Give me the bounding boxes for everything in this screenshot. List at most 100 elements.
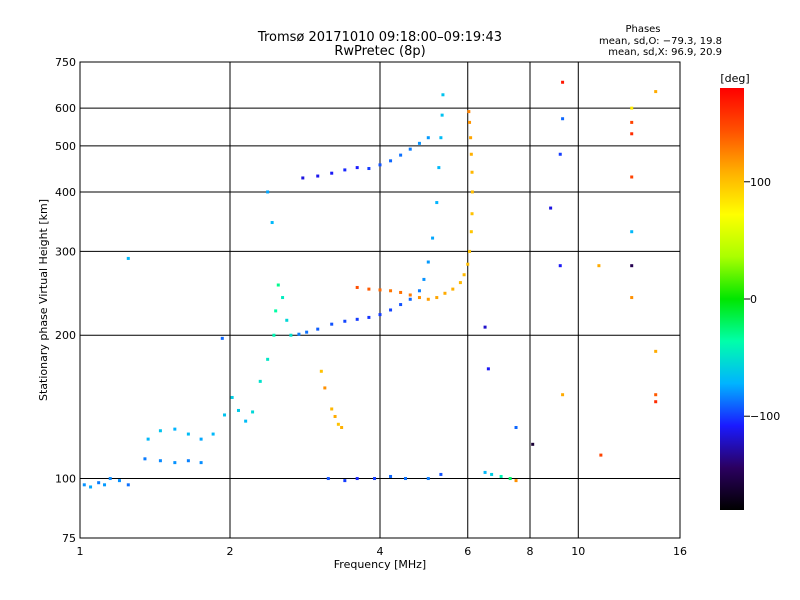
y-tick-label: 600 bbox=[55, 102, 76, 115]
y-tick-label: 400 bbox=[55, 186, 76, 199]
echo-point bbox=[230, 395, 234, 399]
echo-point bbox=[143, 457, 147, 461]
echo-point bbox=[343, 319, 347, 323]
echo-point bbox=[270, 221, 274, 225]
echo-point bbox=[343, 168, 347, 172]
echo-point bbox=[468, 120, 472, 124]
echo-point bbox=[343, 479, 347, 483]
echo-point bbox=[251, 410, 255, 414]
echo-point bbox=[355, 166, 359, 170]
y-tick-label: 100 bbox=[55, 473, 76, 486]
echo-point bbox=[173, 427, 177, 431]
echo-point bbox=[549, 206, 553, 210]
echo-point bbox=[333, 414, 337, 418]
echo-point bbox=[469, 230, 473, 234]
echo-point bbox=[435, 201, 439, 205]
x-tick-label: 8 bbox=[527, 545, 534, 558]
echo-point bbox=[373, 477, 377, 481]
echo-point bbox=[483, 470, 487, 474]
echo-point bbox=[440, 113, 444, 117]
echo-point bbox=[654, 393, 658, 397]
echo-point bbox=[654, 400, 658, 404]
echo-point bbox=[408, 147, 412, 151]
echo-point bbox=[499, 474, 503, 478]
y-tick-label: 75 bbox=[62, 532, 76, 545]
colorbar bbox=[720, 88, 744, 510]
echo-point bbox=[126, 483, 130, 487]
chart-subtitle: RwPretec (8p) bbox=[334, 44, 425, 59]
x-tick-label: 6 bbox=[464, 545, 471, 558]
echo-point bbox=[654, 90, 658, 94]
echo-point bbox=[630, 230, 634, 234]
x-tick-label: 4 bbox=[377, 545, 384, 558]
echo-point bbox=[82, 483, 86, 487]
y-tick-label: 750 bbox=[55, 56, 76, 69]
echo-point bbox=[630, 296, 634, 300]
echo-point bbox=[389, 159, 393, 163]
echo-point bbox=[266, 190, 270, 194]
x-tick-label: 10 bbox=[571, 545, 585, 558]
echo-point bbox=[422, 277, 426, 281]
echo-point bbox=[378, 288, 382, 292]
echo-point bbox=[630, 132, 634, 136]
echo-point bbox=[417, 141, 421, 145]
echo-point bbox=[199, 437, 203, 441]
echo-point bbox=[258, 379, 262, 383]
echo-point bbox=[486, 367, 490, 371]
echo-point bbox=[285, 318, 289, 322]
x-tick-label: 2 bbox=[227, 545, 234, 558]
y-tick-label: 300 bbox=[55, 245, 76, 258]
echo-point bbox=[340, 425, 344, 429]
echo-point bbox=[439, 136, 443, 140]
x-tick-label: 1 bbox=[77, 545, 84, 558]
echo-point bbox=[330, 171, 334, 175]
echo-point bbox=[470, 170, 474, 174]
echo-point bbox=[117, 479, 121, 483]
phases-x-stats: mean, sd,X: 96.9, 20.9 bbox=[608, 47, 722, 58]
colorbar-ticks: −100 0 100 bbox=[744, 176, 780, 423]
echo-point bbox=[389, 474, 393, 478]
echo-point bbox=[97, 481, 101, 485]
echo-point bbox=[220, 336, 224, 340]
echo-point bbox=[186, 459, 190, 463]
echo-point bbox=[490, 472, 494, 476]
echo-point bbox=[558, 152, 562, 156]
echo-point bbox=[441, 93, 445, 97]
echo-point bbox=[654, 349, 658, 353]
echo-point bbox=[468, 249, 472, 253]
echo-point bbox=[330, 407, 334, 411]
echo-point bbox=[508, 477, 512, 481]
echo-point bbox=[439, 472, 443, 476]
echo-point bbox=[399, 303, 403, 307]
echo-point bbox=[389, 289, 393, 293]
echo-point bbox=[108, 477, 112, 481]
grid-lines bbox=[80, 62, 680, 538]
echo-point bbox=[630, 264, 634, 268]
echo-point bbox=[417, 296, 421, 300]
echo-point bbox=[630, 106, 634, 110]
echo-point bbox=[451, 287, 455, 291]
echo-point bbox=[531, 442, 535, 446]
echo-point bbox=[355, 285, 359, 289]
chart-title: Tromsø 20171010 09:18:00–09:19:43 bbox=[257, 30, 502, 45]
colorbar-tick-label: 0 bbox=[750, 293, 757, 306]
echo-point bbox=[403, 477, 407, 481]
echo-point bbox=[158, 459, 162, 463]
echo-point bbox=[301, 176, 305, 180]
echo-point bbox=[266, 357, 270, 361]
echo-point bbox=[211, 432, 215, 436]
echo-point bbox=[470, 212, 474, 216]
echo-point bbox=[146, 437, 150, 441]
echo-point bbox=[272, 333, 276, 337]
echo-point bbox=[126, 256, 130, 260]
y-axis-ticks: 75 100 200 300 400 500 600 750 bbox=[55, 56, 76, 545]
echo-point bbox=[158, 429, 162, 433]
y-tick-label: 200 bbox=[55, 329, 76, 342]
echo-point bbox=[417, 289, 421, 293]
echo-point bbox=[89, 485, 93, 489]
echo-point bbox=[469, 136, 473, 140]
colorbar-tick-label: 100 bbox=[750, 176, 771, 189]
echo-point bbox=[367, 315, 371, 319]
phases-o-stats: mean, sd,O: −79.3, 19.8 bbox=[599, 36, 722, 47]
